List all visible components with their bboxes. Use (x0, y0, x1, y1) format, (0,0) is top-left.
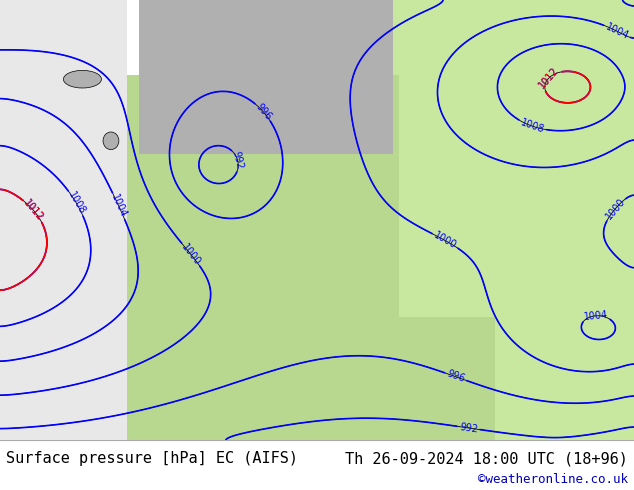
Text: 1012: 1012 (537, 66, 560, 91)
Text: 992: 992 (231, 150, 245, 171)
Text: 1012: 1012 (22, 198, 45, 223)
FancyBboxPatch shape (0, 0, 127, 440)
Ellipse shape (63, 71, 101, 88)
Text: 1004: 1004 (583, 310, 609, 322)
Text: 1012: 1012 (22, 198, 45, 223)
Text: 1008: 1008 (66, 190, 87, 216)
FancyBboxPatch shape (114, 317, 495, 440)
Text: 1000: 1000 (604, 196, 627, 221)
FancyBboxPatch shape (139, 0, 393, 154)
Text: ©weatheronline.co.uk: ©weatheronline.co.uk (477, 473, 628, 486)
Text: 1004: 1004 (604, 22, 630, 41)
Text: 1012: 1012 (537, 66, 560, 91)
Text: Surface pressure [hPa] EC (AIFS): Surface pressure [hPa] EC (AIFS) (6, 451, 299, 466)
Text: 1004: 1004 (109, 193, 129, 220)
Text: 1000: 1000 (179, 242, 202, 267)
Text: 1000: 1000 (432, 230, 458, 251)
FancyBboxPatch shape (114, 75, 399, 317)
Text: Th 26-09-2024 18:00 UTC (18+96): Th 26-09-2024 18:00 UTC (18+96) (345, 451, 628, 466)
FancyBboxPatch shape (393, 0, 634, 440)
Ellipse shape (103, 132, 119, 149)
Text: 1008: 1008 (519, 117, 545, 135)
Text: 992: 992 (459, 422, 479, 434)
Text: 996: 996 (446, 369, 466, 385)
Text: 996: 996 (254, 101, 273, 122)
